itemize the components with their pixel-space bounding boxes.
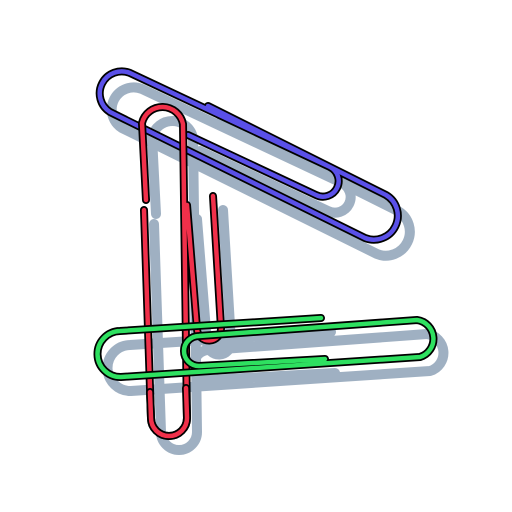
blue-paperclip: [95, 67, 402, 244]
green-paperclip: [93, 314, 438, 382]
red-over-green-overlap: [146, 384, 192, 440]
blue-clip-shadow: [106, 82, 415, 261]
